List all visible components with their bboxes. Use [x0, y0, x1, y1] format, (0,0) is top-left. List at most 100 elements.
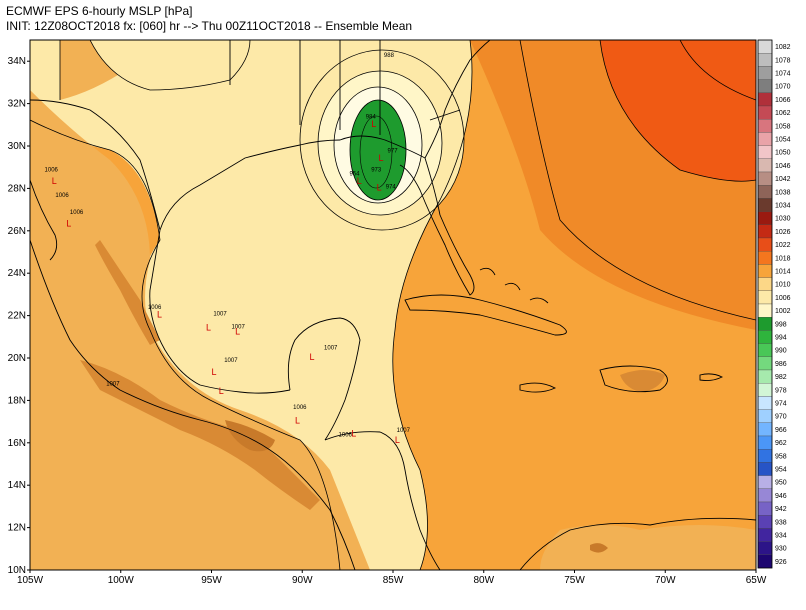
- colorbar-swatch: [757, 462, 773, 476]
- colorbar-level-label: 1066: [775, 97, 791, 104]
- colorbar-level-label: 1038: [775, 189, 791, 196]
- colorbar-swatch: [757, 435, 773, 450]
- colorbar-swatch: [757, 119, 773, 133]
- colorbar-level-label: 986: [775, 361, 787, 368]
- colorbar-swatch: [757, 383, 773, 397]
- colorbar-level-label: 1070: [775, 84, 791, 91]
- low-pressure-marker: L: [351, 428, 356, 438]
- lat-tick-label: 20N: [8, 353, 26, 364]
- lon-tick-label: 105W: [17, 575, 44, 586]
- low-pressure-marker: L: [378, 153, 383, 163]
- low-pressure-marker: L: [395, 435, 400, 445]
- lon-tick-label: 95W: [201, 575, 222, 586]
- colorbar-swatch: [757, 396, 773, 410]
- colorbar-swatch: [757, 211, 773, 225]
- colorbar-swatch: [757, 105, 773, 120]
- pressure-value-label: 1006: [293, 405, 307, 411]
- colorbar-level-label: 1062: [775, 110, 791, 117]
- colorbar-swatch: [757, 303, 773, 318]
- colorbar-level-label: 1058: [775, 123, 791, 130]
- lat-tick-label: 10N: [8, 565, 26, 576]
- colorbar-level-label: 942: [775, 506, 787, 513]
- low-pressure-marker: L: [295, 416, 300, 426]
- low-pressure-marker: L: [206, 322, 211, 332]
- pressure-value-label: 988: [384, 53, 395, 59]
- colorbar-level-label: 982: [775, 374, 787, 381]
- lat-tick-label: 30N: [8, 141, 26, 152]
- colorbar-swatch: [757, 132, 773, 146]
- colorbar-swatch: [757, 422, 773, 437]
- lat-tick-label: 14N: [8, 480, 26, 491]
- andes-terrain: [590, 543, 608, 553]
- colorbar-swatch: [757, 501, 773, 516]
- colorbar-swatch: [757, 237, 773, 252]
- colorbar-level-label: 1010: [775, 282, 791, 289]
- colorbar-swatch: [757, 92, 773, 107]
- lon-tick-label: 100W: [108, 575, 135, 586]
- low-pressure-marker: L: [212, 367, 217, 377]
- colorbar-swatch: [757, 488, 773, 503]
- pressure-value-label: 1006: [55, 193, 69, 199]
- pressure-value-label: 1006: [339, 432, 353, 438]
- colorbar-swatch: [757, 528, 773, 542]
- hispaniola-terrain: [620, 370, 665, 392]
- low-pressure-marker: L: [219, 386, 224, 396]
- colorbar-swatch: [757, 39, 773, 54]
- colorbar-swatch: [757, 369, 773, 384]
- colorbar-level-label: 1050: [775, 150, 791, 157]
- colorbar-swatch: [757, 53, 773, 67]
- pressure-value-label: 973: [371, 167, 382, 173]
- pressure-value-label: 1006: [148, 305, 162, 311]
- colorbar-swatch: [757, 251, 773, 265]
- longitude-axis: 105W 100W 95W 90W 85W 80W 75W 70W 65W: [17, 570, 767, 586]
- coastlines: [30, 40, 756, 570]
- colorbar-level-label: 1026: [775, 229, 791, 236]
- low-contour-994: [359, 115, 393, 189]
- colorbar-swatch: [757, 290, 773, 305]
- colorbar-level-label: 1022: [775, 242, 791, 249]
- lat-tick-label: 18N: [8, 395, 26, 406]
- pressure-value-label: 984: [366, 114, 377, 120]
- colorbar-swatch: [757, 343, 773, 357]
- colorbar-level-label: 1054: [775, 137, 791, 144]
- colorbar-swatch: [757, 449, 773, 463]
- texas-pale: [90, 40, 250, 90]
- colorbar-level-label: 978: [775, 387, 787, 394]
- pressure-value-label: 1007: [324, 346, 338, 352]
- colorbar-swatch: [757, 264, 773, 278]
- colorbar-level-label: 998: [775, 321, 787, 328]
- mexico-land-fill: [30, 90, 370, 570]
- colorbar-swatch: [757, 475, 773, 489]
- colorbar-level-label: 950: [775, 480, 787, 487]
- colorbar-swatch: [757, 198, 773, 212]
- low-pressure-marker: L: [310, 352, 315, 362]
- lon-tick-label: 70W: [655, 575, 676, 586]
- colorbar-level-label: 1002: [775, 308, 791, 315]
- lon-tick-label: 75W: [564, 575, 585, 586]
- colorbar-swatch: [757, 145, 773, 159]
- lat-tick-label: 16N: [8, 438, 26, 449]
- colorbar-swatch: [757, 224, 773, 239]
- low-pressure-marker: L: [157, 310, 162, 320]
- low-pressure-marker: L: [66, 219, 71, 229]
- colorbar-level-label: 1078: [775, 57, 791, 64]
- pressure-value-label: 1006: [45, 167, 59, 173]
- colorbar-level-label: 1074: [775, 71, 791, 78]
- lat-tick-label: 34N: [8, 56, 26, 67]
- colorbar-level-label: 938: [775, 519, 787, 526]
- colorbar-swatch: [757, 66, 773, 80]
- colorbar-swatch: [757, 277, 773, 291]
- colorbar-level-label: 966: [775, 427, 787, 434]
- map-title: ECMWF EPS 6-hourly MSLP [hPa]: [6, 4, 193, 18]
- pressure-value-label: 954: [349, 172, 360, 178]
- colorbar-swatch: [757, 356, 773, 371]
- colorbar-level-label: 934: [775, 533, 787, 540]
- colorbar-level-label: 946: [775, 493, 787, 500]
- lon-tick-label: 90W: [292, 575, 313, 586]
- colorbar-level-label: 1030: [775, 216, 791, 223]
- colorbar-level-label: 994: [775, 335, 787, 342]
- lon-tick-label: 65W: [746, 575, 767, 586]
- lat-tick-label: 22N: [8, 311, 26, 322]
- pressure-colorbar: 1082 1078 1074 1070 1066 1062 1058 1054 1050 1046…: [757, 39, 791, 569]
